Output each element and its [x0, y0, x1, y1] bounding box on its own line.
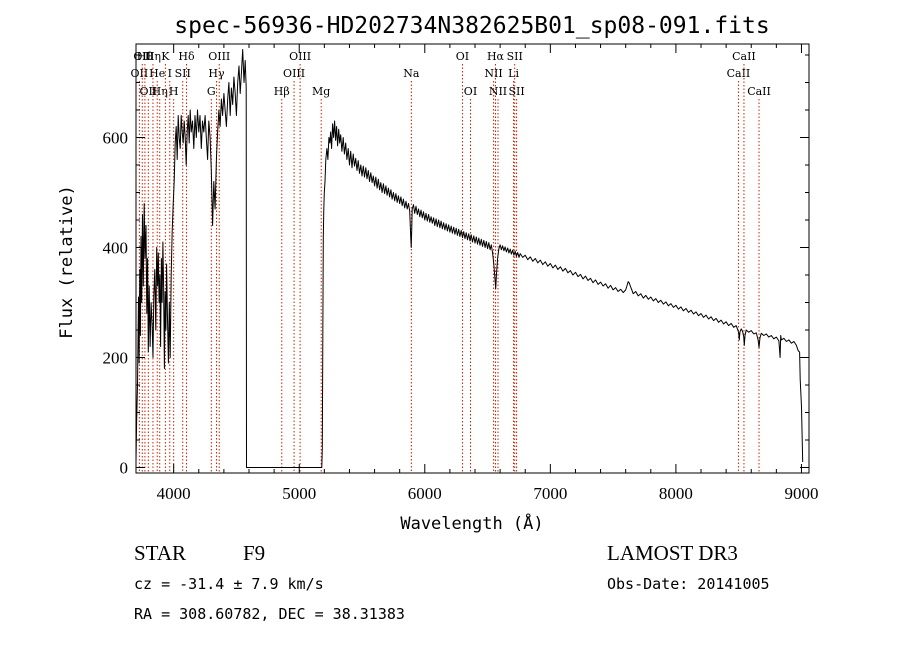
chart-title: spec-56936-HD202734N382625B01_sp08-091.f…	[174, 13, 769, 39]
line-marker-label: Hβ	[274, 85, 290, 98]
x-tick-label: 6000	[408, 484, 442, 503]
line-marker-label: OIII	[208, 50, 230, 63]
line-marker-label: Hγ	[208, 67, 225, 80]
line-marker-label: Hα	[487, 50, 505, 63]
line-marker-label: SII	[507, 50, 523, 63]
line-marker-label: Mg	[312, 85, 330, 98]
x-axis-label: Wavelength (Å)	[400, 512, 543, 534]
line-marker-label: G	[207, 85, 216, 98]
line-markers: OIIOIIHθOIIHηHeHηKIHSIIHδGHγOIIIHβOIIIOI…	[131, 50, 771, 473]
line-marker-label: Hη	[152, 85, 168, 98]
object-class: STAR	[134, 541, 186, 565]
line-marker-label: CaII	[732, 50, 756, 63]
x-tick-label: 7000	[533, 484, 567, 503]
line-marker-label: I	[168, 67, 172, 80]
x-tick-label: 5000	[282, 484, 316, 503]
y-axis-label: Flux (relative)	[57, 185, 77, 339]
line-marker-label: Hθ	[137, 50, 154, 63]
y-tick-label: 600	[103, 129, 129, 148]
redshift-value: cz = -31.4 ± 7.9 km/s	[134, 575, 324, 593]
axis-ticks: 4000 5000 6000 7000 8000 9000 0 200 400 600	[103, 44, 818, 503]
x-tick-label: 9000	[784, 484, 818, 503]
line-marker-label: NII	[489, 85, 507, 98]
line-marker-label: SII	[508, 85, 524, 98]
line-marker-label: K	[161, 50, 170, 63]
line-marker-label: Na	[403, 67, 420, 80]
line-marker-label: CaII	[747, 85, 771, 98]
plot-frame	[135, 43, 810, 474]
line-marker-label: OII	[139, 85, 157, 98]
spectral-subclass: F9	[243, 541, 265, 565]
line-marker-label: OI	[464, 85, 477, 98]
line-marker-label: OII	[133, 50, 151, 63]
line-marker-label: OII	[131, 67, 149, 80]
line-marker-label: Hδ	[178, 50, 195, 63]
survey-release: LAMOST DR3	[607, 541, 738, 565]
observation-date: Obs-Date: 20141005	[607, 575, 770, 593]
y-tick-label: 0	[120, 459, 129, 478]
line-marker-label: OI	[456, 50, 469, 63]
coordinates: RA = 308.60782, DEC = 38.31383	[134, 605, 405, 623]
line-marker-label: SII	[175, 67, 191, 80]
line-marker-label: CaII	[727, 67, 751, 80]
y-tick-label: 400	[103, 239, 129, 258]
line-marker-label: OIII	[283, 67, 305, 80]
x-tick-label: 4000	[157, 484, 191, 503]
line-marker-label: H	[169, 85, 179, 98]
line-marker-label: Hη	[145, 50, 161, 63]
x-tick-label: 8000	[659, 484, 693, 503]
line-marker-label: He	[149, 67, 165, 80]
y-tick-label: 200	[103, 349, 129, 368]
line-marker-label: OIII	[289, 50, 311, 63]
line-marker-label: Li	[508, 67, 519, 80]
spectrum-series-line	[135, 49, 804, 468]
line-marker-label: NII	[484, 67, 502, 80]
